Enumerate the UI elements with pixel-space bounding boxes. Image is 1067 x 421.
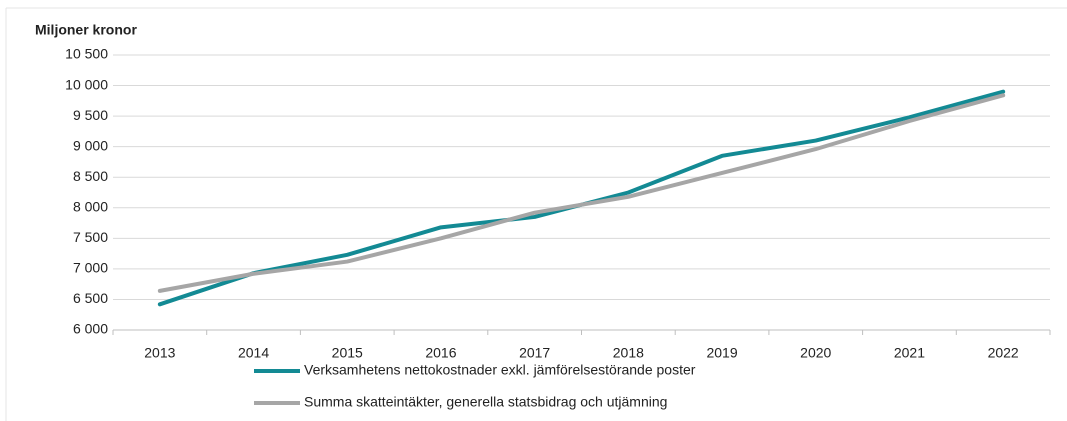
x-tick-label: 2021	[894, 345, 925, 361]
series-line	[157, 89, 1006, 307]
y-tick-label: 10 500	[65, 46, 108, 62]
y-axis-title: Miljoner kronor	[35, 22, 137, 38]
y-tick-label: 9 000	[73, 137, 108, 153]
series-line	[157, 93, 1006, 293]
y-tick-label: 8 000	[73, 198, 108, 214]
x-tick-label: 2018	[613, 345, 644, 361]
x-tick-label: 2022	[988, 345, 1019, 361]
x-tick-label: 2013	[144, 345, 175, 361]
y-tick-label: 9 500	[73, 107, 108, 123]
y-tick-label: 10 000	[65, 76, 108, 92]
y-tick-label: 6 000	[73, 321, 108, 337]
y-tick-label: 7 500	[73, 229, 108, 245]
x-tick-label: 2017	[519, 345, 550, 361]
y-tick-label: 6 500	[73, 290, 108, 306]
x-tick-label: 2020	[800, 345, 831, 361]
y-tick-label: 7 000	[73, 260, 108, 276]
legend-label: Verksamhetens nettokostnader exkl. jämfö…	[304, 362, 696, 378]
x-tick-label: 2015	[332, 345, 363, 361]
x-tick-label: 2014	[238, 345, 269, 361]
legend-label: Summa skatteintäkter, generella statsbid…	[304, 394, 667, 410]
x-tick-label: 2019	[706, 345, 737, 361]
x-tick-label: 2016	[425, 345, 456, 361]
y-tick-label: 8 500	[73, 168, 108, 184]
